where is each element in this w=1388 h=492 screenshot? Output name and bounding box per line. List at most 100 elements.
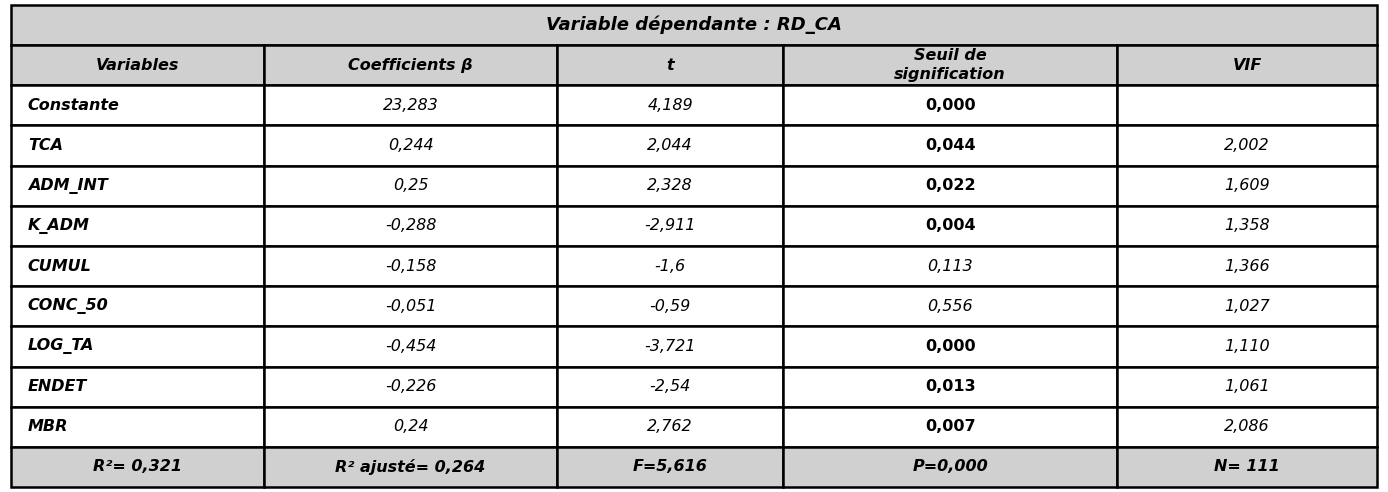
Bar: [783, 367, 1117, 407]
Text: R²= 0,321: R²= 0,321: [93, 460, 182, 474]
Text: -0,158: -0,158: [384, 259, 436, 274]
Text: -0,454: -0,454: [384, 339, 436, 354]
Bar: [783, 326, 1117, 367]
Text: MBR: MBR: [28, 419, 68, 434]
Text: 2,328: 2,328: [647, 178, 693, 193]
Text: -0,051: -0,051: [384, 299, 436, 314]
Text: 0,24: 0,24: [393, 419, 429, 434]
Bar: [11, 85, 264, 125]
Text: 1,366: 1,366: [1224, 259, 1270, 274]
Bar: [11, 447, 264, 487]
Bar: [783, 166, 1117, 206]
Bar: [11, 166, 264, 206]
Text: R² ajusté= 0,264: R² ajusté= 0,264: [336, 459, 486, 475]
Text: Seuil de
signification: Seuil de signification: [894, 48, 1006, 82]
Bar: [264, 367, 558, 407]
Bar: [264, 286, 558, 326]
Text: CUMUL: CUMUL: [28, 259, 92, 274]
Bar: [264, 206, 558, 246]
Bar: [1117, 407, 1377, 447]
Text: ADM_INT: ADM_INT: [28, 178, 107, 194]
Text: -0,59: -0,59: [650, 299, 691, 314]
Text: Coefficients β: Coefficients β: [348, 58, 473, 73]
Bar: [558, 206, 783, 246]
Text: TCA: TCA: [28, 138, 62, 153]
Text: 1,061: 1,061: [1224, 379, 1270, 394]
Bar: [558, 45, 783, 85]
Bar: [783, 206, 1117, 246]
Bar: [1117, 286, 1377, 326]
Text: -2,54: -2,54: [650, 379, 691, 394]
Bar: [783, 125, 1117, 166]
Text: 0,113: 0,113: [927, 259, 973, 274]
Text: 0,25: 0,25: [393, 178, 429, 193]
Bar: [783, 407, 1117, 447]
Bar: [783, 286, 1117, 326]
Text: Variables: Variables: [96, 58, 179, 73]
Text: -0,226: -0,226: [384, 379, 436, 394]
Text: 0,000: 0,000: [924, 339, 976, 354]
Bar: [11, 286, 264, 326]
Bar: [1117, 367, 1377, 407]
Bar: [558, 125, 783, 166]
Bar: [558, 407, 783, 447]
Bar: [1117, 45, 1377, 85]
Text: 2,086: 2,086: [1224, 419, 1270, 434]
Text: 0,556: 0,556: [927, 299, 973, 314]
Text: -1,6: -1,6: [655, 259, 686, 274]
Bar: [783, 45, 1117, 85]
Bar: [264, 125, 558, 166]
Bar: [11, 246, 264, 286]
Bar: [558, 85, 783, 125]
Text: LOG_TA: LOG_TA: [28, 338, 94, 354]
Bar: [11, 367, 264, 407]
Bar: [1117, 246, 1377, 286]
Bar: [11, 45, 264, 85]
Bar: [11, 125, 264, 166]
Text: F=5,616: F=5,616: [633, 460, 708, 474]
Bar: [783, 246, 1117, 286]
Bar: [1117, 447, 1377, 487]
Text: Variable dépendante : RD_CA: Variable dépendante : RD_CA: [545, 16, 843, 34]
Text: P=0,000: P=0,000: [912, 460, 988, 474]
Bar: [783, 447, 1117, 487]
Text: 0,013: 0,013: [924, 379, 976, 394]
Text: -0,288: -0,288: [384, 218, 436, 233]
Bar: [558, 246, 783, 286]
Bar: [558, 286, 783, 326]
Bar: [11, 407, 264, 447]
Bar: [264, 326, 558, 367]
Bar: [264, 45, 558, 85]
Text: 2,044: 2,044: [647, 138, 693, 153]
Text: 0,022: 0,022: [924, 178, 976, 193]
Bar: [11, 5, 1377, 45]
Bar: [1117, 85, 1377, 125]
Text: 0,004: 0,004: [924, 218, 976, 233]
Text: 23,283: 23,283: [383, 98, 439, 113]
Text: 1,110: 1,110: [1224, 339, 1270, 354]
Text: K_ADM: K_ADM: [28, 218, 90, 234]
Bar: [11, 206, 264, 246]
Bar: [1117, 326, 1377, 367]
Text: 0,244: 0,244: [387, 138, 433, 153]
Bar: [1117, 125, 1377, 166]
Text: 2,002: 2,002: [1224, 138, 1270, 153]
Text: 0,044: 0,044: [924, 138, 976, 153]
Text: t: t: [666, 58, 675, 73]
Bar: [558, 447, 783, 487]
Bar: [558, 166, 783, 206]
Text: -3,721: -3,721: [644, 339, 695, 354]
Text: 4,189: 4,189: [647, 98, 693, 113]
Text: N= 111: N= 111: [1214, 460, 1280, 474]
Text: 0,007: 0,007: [924, 419, 976, 434]
Bar: [783, 85, 1117, 125]
Bar: [1117, 166, 1377, 206]
Bar: [1117, 206, 1377, 246]
Text: 1,027: 1,027: [1224, 299, 1270, 314]
Text: VIF: VIF: [1233, 58, 1262, 73]
Text: 1,609: 1,609: [1224, 178, 1270, 193]
Text: ENDET: ENDET: [28, 379, 87, 394]
Text: 0,000: 0,000: [924, 98, 976, 113]
Text: 1,358: 1,358: [1224, 218, 1270, 233]
Bar: [558, 367, 783, 407]
